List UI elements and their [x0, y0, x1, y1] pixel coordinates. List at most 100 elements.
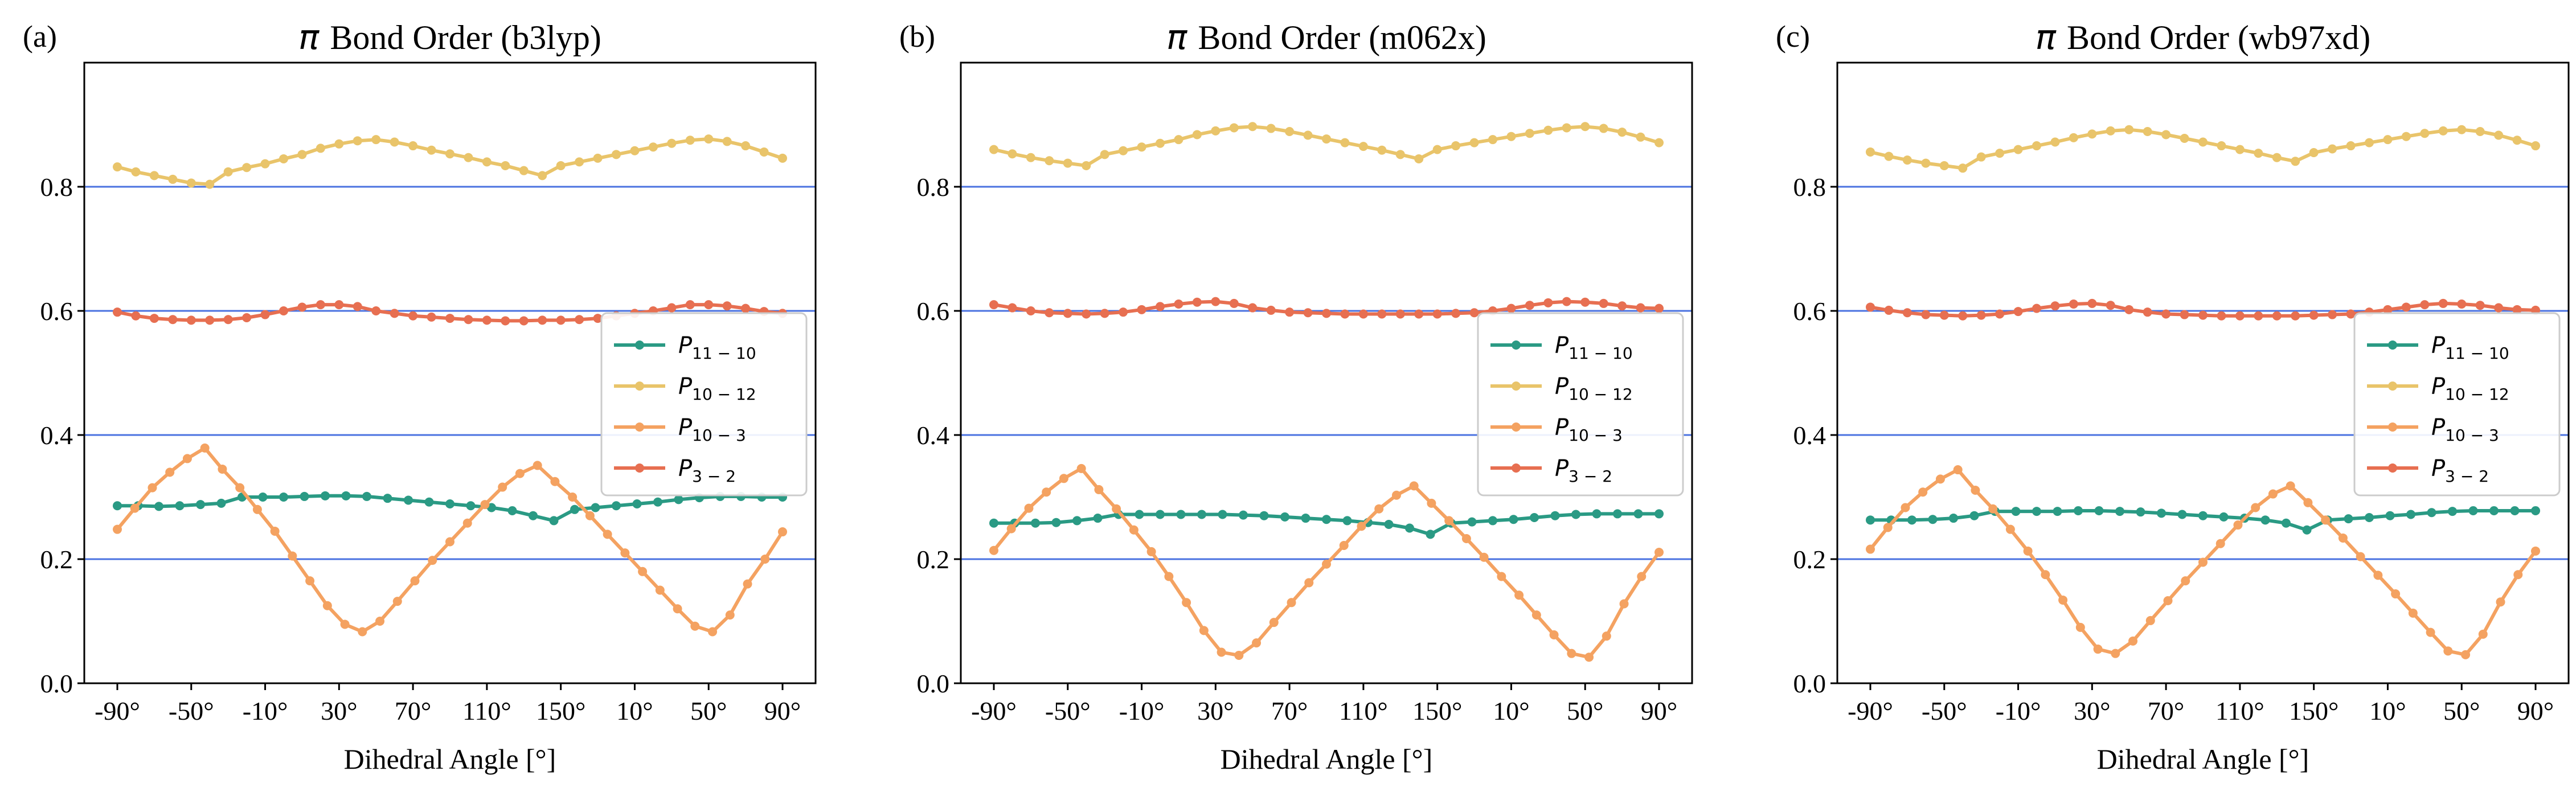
- data-point: [673, 604, 682, 614]
- data-point: [371, 135, 381, 145]
- data-point: [1266, 305, 1276, 315]
- data-point: [2496, 597, 2505, 607]
- data-point: [1229, 123, 1239, 133]
- data-point: [466, 501, 476, 511]
- chart-panel-b: 0.0 0.2 0.4 0.6 0.8 -90° -50° -10° 30° 70° 110° 150…: [899, 18, 1693, 775]
- data-point: [113, 501, 122, 511]
- data-point: [1377, 145, 1387, 155]
- data-point: [1562, 297, 1571, 306]
- legend-entry: P10 − 3: [2431, 415, 2499, 445]
- data-point: [1426, 530, 1435, 539]
- data-point: [1391, 490, 1401, 500]
- data-point: [482, 315, 492, 325]
- data-point: [1636, 303, 1645, 313]
- x-tick-label: -50°: [1922, 696, 1967, 725]
- data-point: [1358, 309, 1368, 319]
- data-point: [1654, 138, 1664, 147]
- data-point: [1866, 544, 1875, 554]
- data-point: [410, 576, 420, 586]
- legend-swatch-marker: [2388, 381, 2397, 391]
- data-point: [2344, 514, 2353, 524]
- data-point: [130, 503, 140, 513]
- data-point: [1567, 649, 1576, 658]
- data-point: [362, 491, 371, 501]
- data-point: [1339, 541, 1349, 551]
- data-point: [667, 138, 677, 148]
- data-point: [1619, 599, 1629, 609]
- data-point: [2478, 629, 2488, 639]
- data-point: [1129, 525, 1138, 535]
- x-tick-label: -10°: [1996, 696, 2041, 725]
- data-point: [1636, 132, 1645, 142]
- chart-title: π Bond Order (m062x): [1166, 18, 1486, 58]
- data-point: [1156, 302, 1165, 311]
- data-point: [353, 136, 362, 146]
- data-point: [1497, 572, 1506, 581]
- data-point: [591, 503, 600, 512]
- data-point: [1076, 463, 1086, 473]
- data-point: [1988, 504, 1998, 514]
- data-point: [358, 627, 367, 637]
- y-tick-label: 0.0: [40, 669, 73, 698]
- data-point: [1525, 129, 1534, 138]
- data-point: [2260, 515, 2270, 525]
- data-point: [1042, 487, 1051, 497]
- legend-swatch-marker: [635, 463, 644, 473]
- y-tick-label: 0.8: [40, 173, 73, 202]
- data-point: [722, 137, 732, 146]
- data-point: [1119, 146, 1128, 155]
- legend-entry: P10 − 3: [1555, 415, 1623, 445]
- data-point: [1229, 298, 1239, 308]
- data-point: [674, 495, 683, 504]
- data-point: [2011, 507, 2021, 516]
- data-point: [2143, 307, 2152, 317]
- data-point: [258, 493, 268, 502]
- data-point: [316, 300, 325, 310]
- data-point: [270, 526, 280, 536]
- data-point: [2531, 546, 2540, 556]
- series-P3-2: [989, 297, 1664, 319]
- data-point: [2531, 141, 2540, 151]
- data-point: [223, 167, 233, 177]
- data-point: [1008, 149, 1017, 159]
- series-P3-2: [113, 300, 787, 326]
- data-point: [2050, 137, 2060, 147]
- data-point: [533, 461, 542, 470]
- data-point: [2198, 137, 2208, 147]
- data-point: [1322, 559, 1331, 569]
- data-point: [1599, 124, 1608, 133]
- data-point: [1340, 138, 1350, 147]
- legend-swatch-marker: [1512, 381, 1521, 391]
- data-point: [556, 315, 566, 325]
- data-point: [1051, 518, 1061, 527]
- data-point: [1094, 485, 1104, 494]
- data-point: [2235, 311, 2245, 321]
- data-point: [2124, 125, 2134, 134]
- data-point: [1156, 510, 1165, 519]
- data-point: [1427, 498, 1436, 508]
- x-tick-label: 110°: [2215, 696, 2264, 725]
- data-point: [1995, 149, 2005, 158]
- data-point: [1633, 509, 1643, 519]
- data-point: [549, 516, 559, 526]
- y-tick-label: 0.6: [40, 297, 73, 326]
- data-point: [2157, 508, 2166, 518]
- x-tick-label: 10°: [616, 696, 653, 725]
- data-point: [1252, 638, 1262, 648]
- y-tick-label: 0.4: [40, 421, 73, 450]
- x-tick-label: 110°: [1339, 696, 1388, 725]
- data-point: [1525, 301, 1534, 310]
- data-point: [2383, 305, 2393, 314]
- data-point: [2461, 650, 2471, 659]
- data-point: [1301, 514, 1310, 523]
- data-point: [2198, 310, 2208, 320]
- data-point: [2235, 145, 2245, 154]
- data-point: [445, 499, 454, 508]
- data-point: [154, 502, 163, 511]
- data-point: [341, 491, 351, 500]
- x-tick-label: 30°: [321, 696, 357, 725]
- data-point: [1322, 134, 1331, 144]
- data-point: [2291, 311, 2300, 321]
- data-point: [1939, 310, 1949, 320]
- data-point: [182, 454, 192, 463]
